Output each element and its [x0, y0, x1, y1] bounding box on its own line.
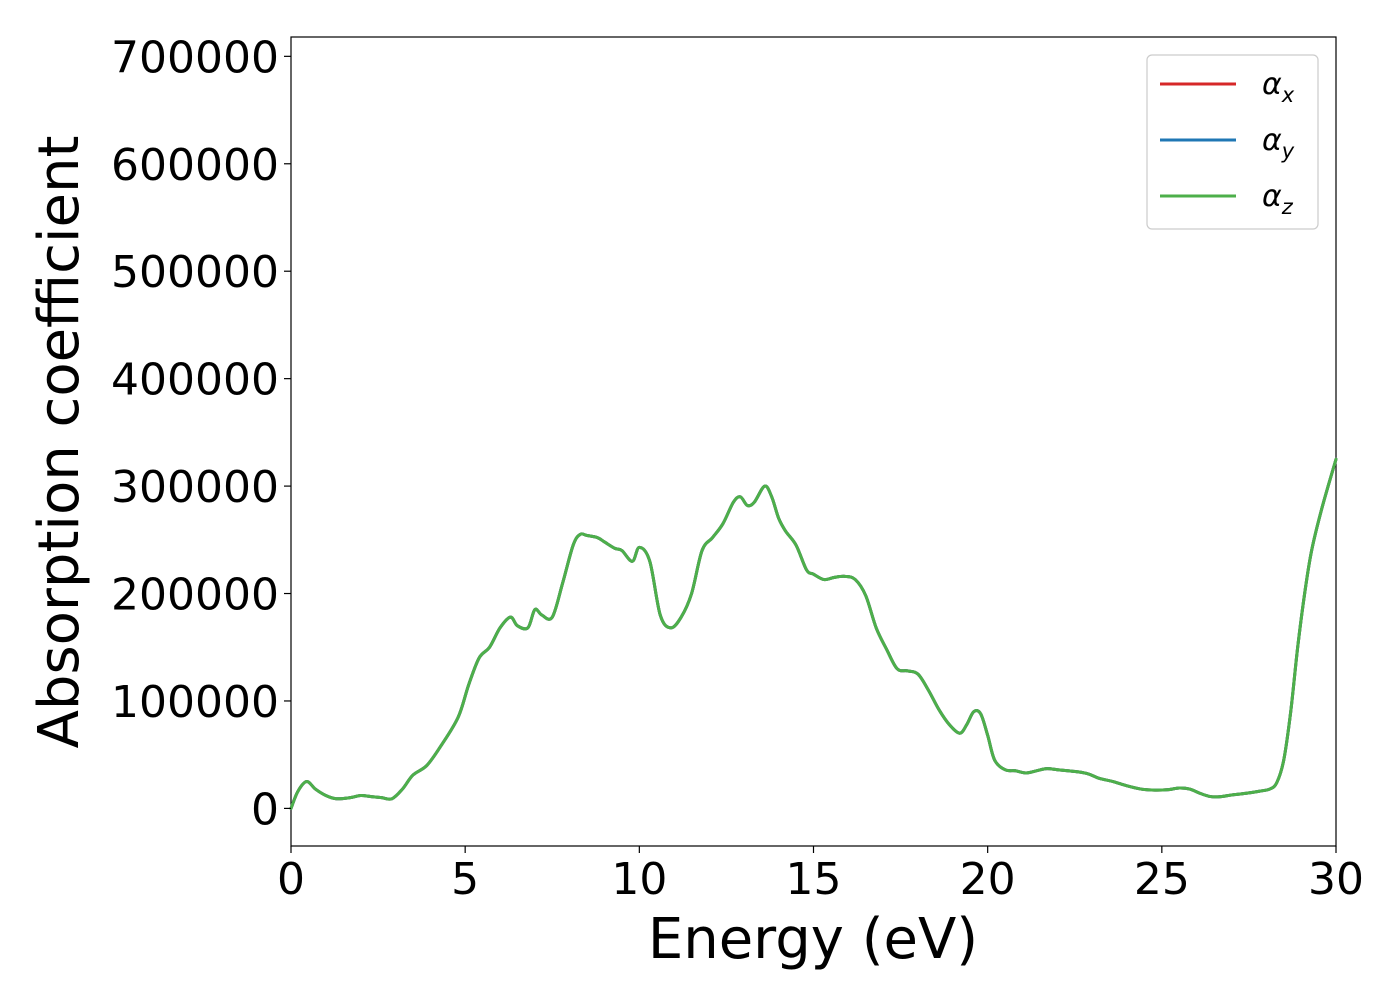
legend-symbol: α: [1262, 123, 1282, 158]
y-axis-ticks: 0 100000 200000 300000 400000 500000 600000 700…: [111, 32, 291, 835]
y-tick-label: 100000: [111, 677, 279, 728]
legend-label: αy: [1262, 123, 1295, 163]
legend-symbol: α: [1262, 67, 1282, 102]
y-tick-label: 200000: [111, 570, 279, 621]
series-line-x-0: [289, 457, 1338, 810]
legend-label: αz: [1262, 179, 1294, 219]
x-tick-label: 10: [611, 854, 667, 905]
y-tick-label: 600000: [111, 140, 279, 191]
x-tick-label: 20: [960, 854, 1016, 905]
legend-subscript: y: [1281, 139, 1295, 163]
y-tick-label: 400000: [111, 355, 279, 406]
series-group: [289, 457, 1338, 810]
legend-subscript: x: [1281, 83, 1295, 107]
series-line-y-1: [289, 457, 1338, 810]
x-tick-label: 25: [1134, 854, 1190, 905]
legend-label: αx: [1262, 67, 1295, 107]
x-tick-label: 30: [1308, 854, 1364, 905]
y-tick-label: 700000: [111, 32, 279, 83]
x-tick-label: 5: [451, 854, 479, 905]
y-axis-title: Absorption coefficient: [27, 136, 92, 749]
legend-symbol: α: [1262, 179, 1282, 214]
x-axis-title: Energy (eV): [648, 907, 978, 972]
y-tick-label: 0: [251, 784, 279, 835]
x-axis-ticks: 0 5 10 15 20 25 30: [277, 846, 1364, 905]
legend-box: [1146, 54, 1319, 230]
x-tick-label: 0: [277, 854, 305, 905]
series-line-z-2: [289, 457, 1338, 810]
x-tick-label: 15: [786, 854, 842, 905]
y-tick-label: 500000: [111, 247, 279, 298]
y-tick-label: 300000: [111, 462, 279, 513]
legend-subscript: z: [1281, 195, 1294, 219]
